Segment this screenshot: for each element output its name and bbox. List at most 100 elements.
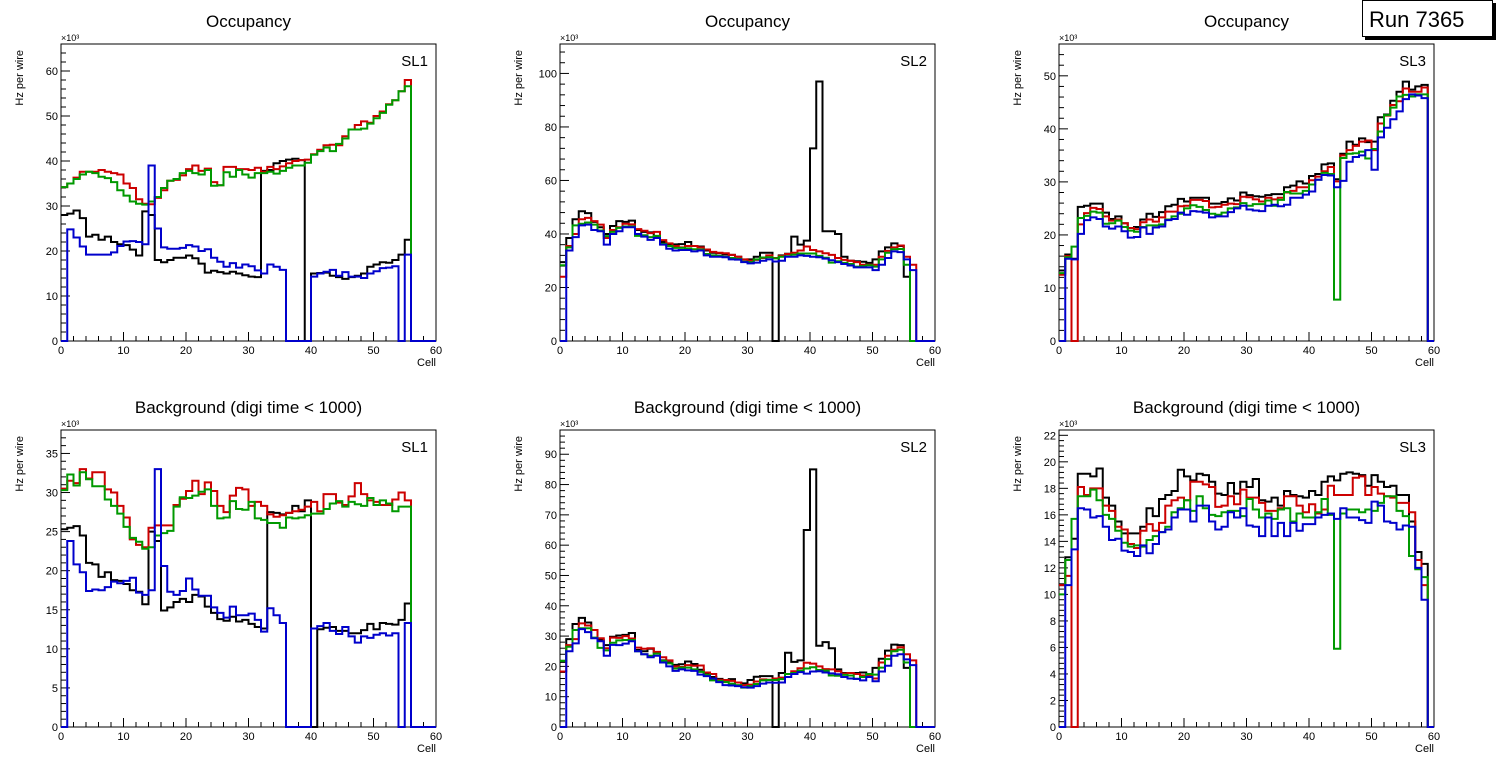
y-exponent-label: ×10³	[1059, 33, 1077, 43]
y-tick-label: 0	[551, 722, 557, 734]
y-tick-label: 70	[545, 510, 557, 522]
series-green-line	[61, 85, 436, 342]
y-tick-label: 12	[1044, 563, 1056, 575]
y-exponent-label: ×10³	[61, 419, 79, 429]
series-red-line	[61, 468, 436, 728]
series-red-line	[1059, 86, 1434, 342]
series-blue-line	[560, 223, 935, 342]
y-tick-label: 60	[545, 175, 557, 187]
superlayer-label: SL2	[900, 53, 927, 70]
y-tick-label: 40	[545, 229, 557, 241]
y-tick-label: 30	[1044, 177, 1056, 189]
y-tick-label: 0	[52, 336, 58, 348]
y-tick-label: 2	[1050, 695, 1056, 707]
x-axis-label: Cell	[1415, 743, 1434, 755]
y-tick-label: 0	[1050, 336, 1056, 348]
x-tick-label: 0	[557, 731, 563, 743]
y-tick-label: 0	[551, 336, 557, 348]
x-tick-label: 20	[1178, 345, 1190, 357]
y-tick-label: 10	[46, 644, 58, 656]
series-blue-line	[61, 164, 436, 342]
y-exponent-label: ×10³	[61, 33, 79, 43]
y-axis-label: Hz per wire	[14, 436, 26, 492]
superlayer-label: SL2	[900, 439, 927, 456]
y-tick-label: 18	[1044, 483, 1056, 495]
y-tick-label: 35	[46, 448, 58, 460]
x-tick-label: 50	[1365, 731, 1377, 743]
panel-occ-sl2: Occupancy 0 10 20 30 40 50 60 0 20 40 60 80 100 ×10³ Ce…	[513, 12, 941, 369]
y-axis-label: Hz per wire	[14, 50, 26, 106]
x-tick-label: 30	[1240, 731, 1252, 743]
y-tick-label: 0	[1050, 722, 1056, 734]
y-tick-label: 22	[1044, 430, 1056, 442]
y-tick-label: 10	[46, 291, 58, 303]
y-tick-label: 20	[1044, 457, 1056, 469]
x-tick-label: 40	[804, 345, 816, 357]
run-label-box: Run 7365	[1362, 0, 1493, 37]
y-tick-label: 6	[1050, 642, 1056, 654]
y-tick-label: 80	[545, 122, 557, 134]
series-blue-line	[1059, 93, 1434, 342]
y-tick-label: 10	[1044, 283, 1056, 295]
y-tick-label: 30	[46, 488, 58, 500]
y-tick-label: 80	[545, 480, 557, 492]
y-tick-label: 60	[545, 540, 557, 552]
chart-title: Occupancy	[206, 12, 292, 31]
y-tick-label: 40	[1044, 124, 1056, 136]
run-label: Run 7365	[1369, 7, 1465, 32]
x-tick-label: 0	[1056, 731, 1062, 743]
x-tick-label: 0	[557, 345, 563, 357]
chart-title: Occupancy	[1204, 12, 1290, 31]
x-tick-label: 10	[616, 345, 628, 357]
x-tick-label: 0	[58, 731, 64, 743]
series-blue-line	[61, 468, 436, 728]
y-tick-label: 100	[539, 68, 557, 80]
series-black-line	[1059, 467, 1434, 728]
series-black-line	[560, 80, 935, 342]
y-tick-label: 90	[545, 449, 557, 461]
superlayer-label: SL1	[401, 53, 428, 70]
plot-frame	[559, 43, 936, 342]
y-axis-label: Hz per wire	[513, 436, 525, 492]
x-tick-label: 20	[180, 731, 192, 743]
series-red-line	[1059, 475, 1434, 728]
y-tick-label: 20	[46, 246, 58, 258]
x-tick-label: 40	[305, 345, 317, 357]
y-exponent-label: ×10³	[1059, 419, 1077, 429]
series-black-line	[1059, 80, 1434, 342]
x-tick-label: 60	[929, 345, 941, 357]
y-tick-label: 8	[1050, 616, 1056, 628]
y-tick-label: 15	[46, 605, 58, 617]
x-axis-label: Cell	[916, 357, 935, 369]
chart-title: Background (digi time < 1000)	[1133, 398, 1360, 417]
x-tick-label: 0	[58, 345, 64, 357]
y-tick-label: 10	[545, 692, 557, 704]
x-tick-label: 10	[1115, 345, 1127, 357]
y-tick-label: 4	[1050, 669, 1056, 681]
x-tick-label: 30	[741, 345, 753, 357]
y-axis-label: Hz per wire	[513, 50, 525, 106]
x-tick-label: 10	[117, 731, 129, 743]
panel-occ-sl1: Occupancy 0 10 20 30 40 50 60 0 10 20 30 40 50 60 ×10³ C…	[14, 12, 442, 369]
x-tick-label: 20	[679, 345, 691, 357]
y-tick-label: 10	[1044, 589, 1056, 601]
y-tick-label: 40	[46, 156, 58, 168]
series-red-line	[560, 216, 935, 342]
panel-bkg-sl1: Background (digi time < 1000)0 10 20 30 40 50…	[14, 398, 442, 755]
x-tick-label: 20	[1178, 731, 1190, 743]
y-tick-label: 20	[46, 566, 58, 578]
y-tick-label: 5	[52, 683, 58, 695]
x-tick-label: 60	[1428, 731, 1440, 743]
x-tick-label: 60	[430, 345, 442, 357]
y-tick-label: 50	[1044, 71, 1056, 83]
x-tick-label: 30	[242, 731, 254, 743]
x-axis-label: Cell	[1415, 357, 1434, 369]
y-axis-label: Hz per wire	[1012, 50, 1024, 106]
panel-occ-sl3: Occupancy 0 10 20 30 40 50 60 0 10 20 30 40 50 ×10³ Cel…	[1012, 12, 1440, 369]
x-axis-label: Cell	[916, 743, 935, 755]
x-tick-label: 40	[305, 731, 317, 743]
x-tick-label: 0	[1056, 345, 1062, 357]
y-tick-label: 20	[545, 661, 557, 673]
y-tick-label: 50	[46, 111, 58, 123]
